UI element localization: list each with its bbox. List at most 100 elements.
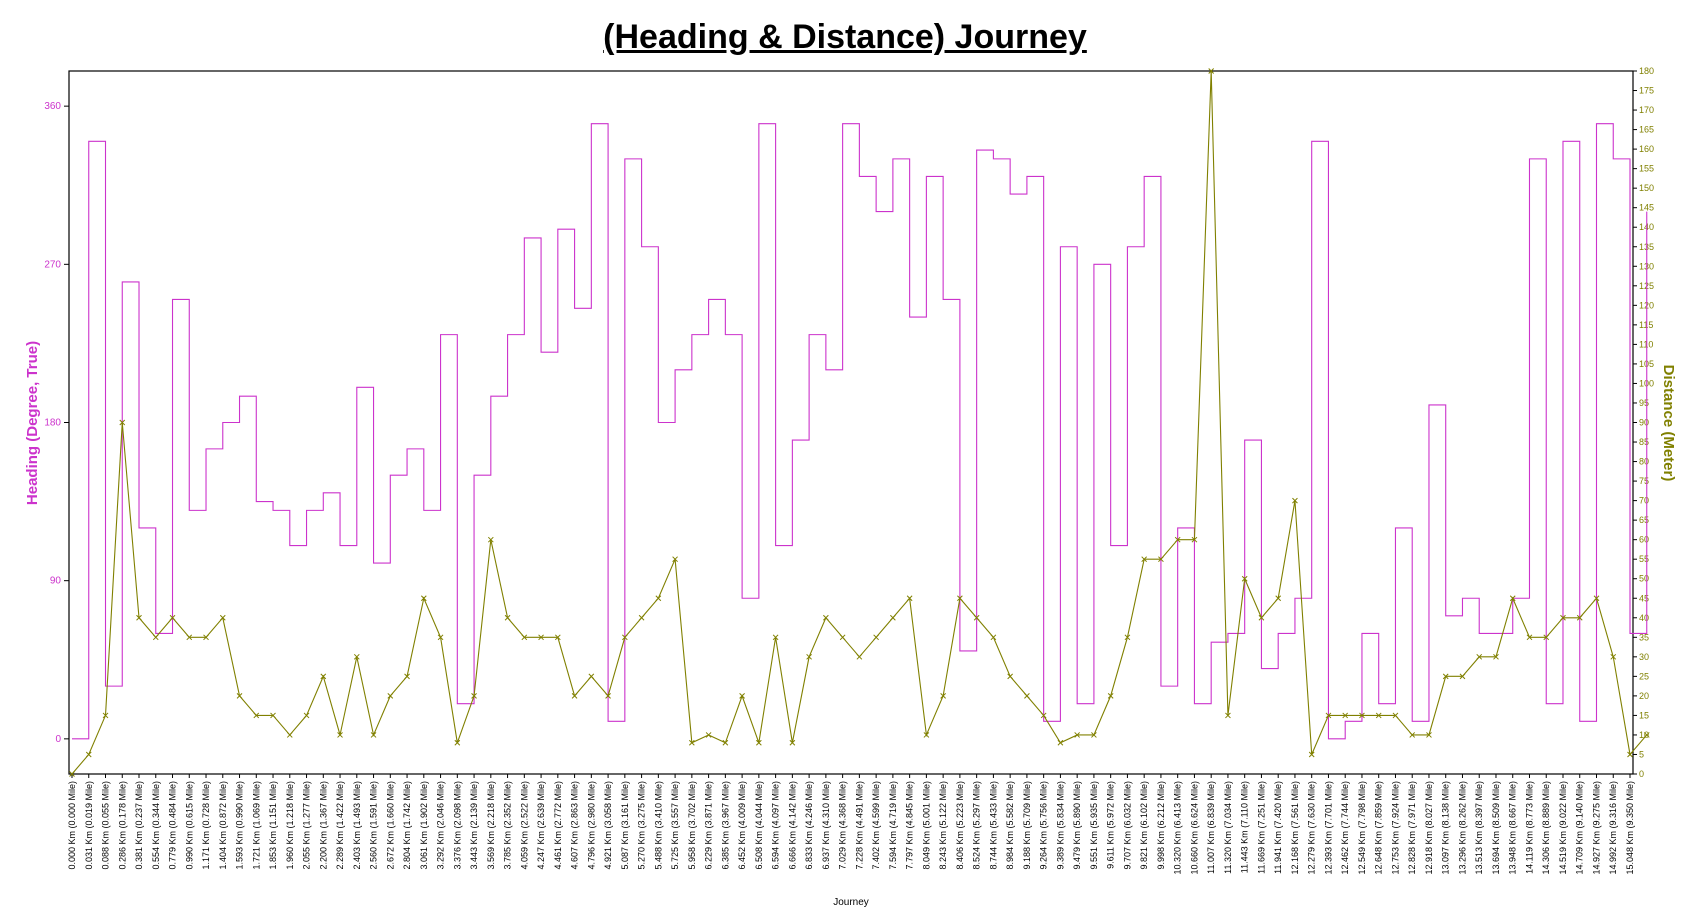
x-tick-label: 0.381 Km (0.237 Mile) [134, 781, 144, 870]
distance-point [588, 673, 595, 680]
distance-point [1610, 653, 1617, 660]
x-tick-label: 1.593 Km (0.990 Mile) [235, 781, 245, 870]
heading-line [72, 123, 1648, 740]
x-tick-label: 6.833 Km (4.246 Mile) [804, 781, 814, 870]
distance-point [672, 556, 678, 563]
right-tick-label: 90 [1639, 418, 1649, 428]
x-tick-label: 12.549 Km (7.798 Mile) [1357, 781, 1367, 875]
x-tick-label: 8.744 Km (5.433 Mile) [988, 781, 998, 870]
x-tick-label: 14.992 Km (9.316 Mile) [1608, 781, 1618, 875]
right-tick-label: 0 [1639, 769, 1644, 779]
distance-point [136, 614, 142, 621]
x-tick-label: 12.828 Km (7.971 Mile) [1407, 781, 1417, 875]
right-tick-label: 50 [1639, 574, 1649, 584]
distance-point [806, 653, 812, 660]
x-tick-label: 0.088 Km (0.055 Mile) [101, 781, 111, 870]
x-tick-label: 1.171 Km (0.728 Mile) [201, 781, 211, 870]
distance-point [471, 693, 477, 699]
distance-point [337, 732, 343, 738]
x-tick-label: 6.452 Km (4.009 Mile) [737, 781, 747, 870]
x-tick-label: 12.168 Km (7.561 Mile) [1290, 781, 1300, 875]
distance-point [152, 634, 159, 641]
x-tick-label: 9.389 Km (5.834 Mile) [1055, 781, 1065, 870]
right-tick-label: 95 [1639, 398, 1649, 408]
distance-point [219, 614, 226, 621]
distance-point [1124, 634, 1131, 641]
x-tick-label: 5.958 Km (3.702 Mile) [687, 781, 697, 870]
distance-point [1074, 732, 1081, 738]
distance-point [1576, 614, 1583, 621]
distance-point [1560, 614, 1566, 621]
x-tick-label: 3.376 Km (2.098 Mile) [452, 781, 462, 870]
distance-point [1191, 536, 1198, 543]
x-tick-label: 2.403 Km (1.493 Mile) [352, 781, 362, 870]
right-axis: 0510152025303540455055606570758085909510… [1633, 66, 1654, 779]
distance-point [554, 634, 561, 641]
distance-point [1493, 653, 1499, 660]
x-tick-label: 4.796 Km (2.980 Mile) [586, 781, 596, 870]
x-tick-label: 2.289 Km (1.422 Mile) [335, 781, 345, 870]
distance-point [1241, 575, 1248, 582]
x-tick-label: 14.306 Km (8.889 Mile) [1541, 781, 1551, 875]
x-tick-label: 8.049 Km (5.001 Mile) [921, 781, 931, 870]
left-tick-label: 180 [44, 418, 61, 429]
x-tick-label: 6.594 Km (4.097 Mile) [771, 781, 781, 870]
distance-point [504, 614, 511, 621]
x-tick-label: 1.960 Km (1.218 Mile) [285, 781, 295, 870]
distance-point [1258, 614, 1265, 621]
x-tick-label: 10.320 Km (6.413 Mile) [1173, 781, 1183, 875]
chart-title: (Heading & Distance) Journey [603, 18, 1087, 56]
right-tick-label: 30 [1639, 652, 1649, 662]
distance-point [1057, 739, 1064, 746]
distance-point [705, 732, 712, 738]
x-tick-label: 9.998 Km (6.212 Mile) [1156, 781, 1166, 870]
x-tick-label: 0.990 Km (0.615 Mile) [184, 781, 194, 870]
x-tick-label: 12.753 Km (7.924 Mile) [1390, 781, 1400, 875]
distance-point [655, 595, 662, 602]
x-tick-label: 3.292 Km (2.046 Mile) [436, 781, 446, 870]
x-tick-label: 7.029 Km (4.368 Mile) [838, 781, 848, 870]
distance-point [1158, 556, 1164, 563]
x-tick-label: 4.059 Km (2.522 Mile) [519, 781, 529, 870]
x-tick-label: 11.443 Km (7.110 Mile) [1240, 781, 1250, 873]
x-tick-label: 9.551 Km (5.935 Mile) [1089, 781, 1099, 870]
distance-point [1593, 595, 1600, 602]
x-tick-label: 9.611 Km (5.972 Mile) [1106, 781, 1116, 869]
distance-point [1292, 497, 1298, 504]
distance-point [437, 634, 444, 641]
x-tick-label: 14.519 Km (9.022 Mile) [1558, 781, 1568, 875]
x-tick-label: 4.921 Km (3.058 Mile) [603, 781, 613, 870]
distance-point [353, 653, 360, 660]
distance-point [169, 614, 176, 621]
distance-point [487, 536, 494, 543]
distance-point [404, 673, 410, 680]
distance-point [270, 712, 276, 719]
distance-point [957, 595, 963, 602]
distance-point [420, 595, 427, 602]
x-tick-label: 8.406 Km (5.223 Mile) [955, 781, 965, 870]
right-tick-label: 65 [1639, 515, 1649, 525]
right-tick-label: 45 [1639, 593, 1649, 603]
x-tick-label: 12.648 Km (7.859 Mile) [1374, 781, 1384, 875]
x-tick-label: 11.007 Km (6.839 Mile) [1206, 781, 1216, 874]
x-tick-label: 6.385 Km (3.967 Mile) [720, 781, 730, 870]
distance-point [69, 771, 75, 777]
left-axis: 0 90 180 270 360 [44, 101, 69, 745]
distance-point [1409, 732, 1416, 738]
distance-series [69, 68, 1650, 777]
distance-point [186, 634, 193, 641]
distance-point [973, 614, 980, 621]
y-axis-label-left: Heading (Degree, True) [24, 341, 41, 505]
x-tick-label: 12.462 Km (7.744 Mile) [1340, 781, 1350, 875]
distance-point [1476, 653, 1483, 660]
y-axis-label-right: Distance (Meter) [1660, 365, 1677, 482]
right-tick-label: 5 [1639, 749, 1644, 759]
right-tick-label: 145 [1639, 203, 1654, 213]
x-tick-label: 13.948 Km (8.667 Mile) [1508, 781, 1518, 875]
x-tick-label: 11.941 Km (7.420 Mile) [1273, 781, 1283, 874]
distance-point [756, 739, 762, 746]
x-tick-label: 12.918 Km (8.027 Mile) [1424, 781, 1434, 875]
x-tick-label: 11.669 Km (7.251 Mile) [1256, 781, 1266, 874]
distance-point [856, 653, 863, 660]
right-tick-label: 110 [1639, 339, 1653, 349]
